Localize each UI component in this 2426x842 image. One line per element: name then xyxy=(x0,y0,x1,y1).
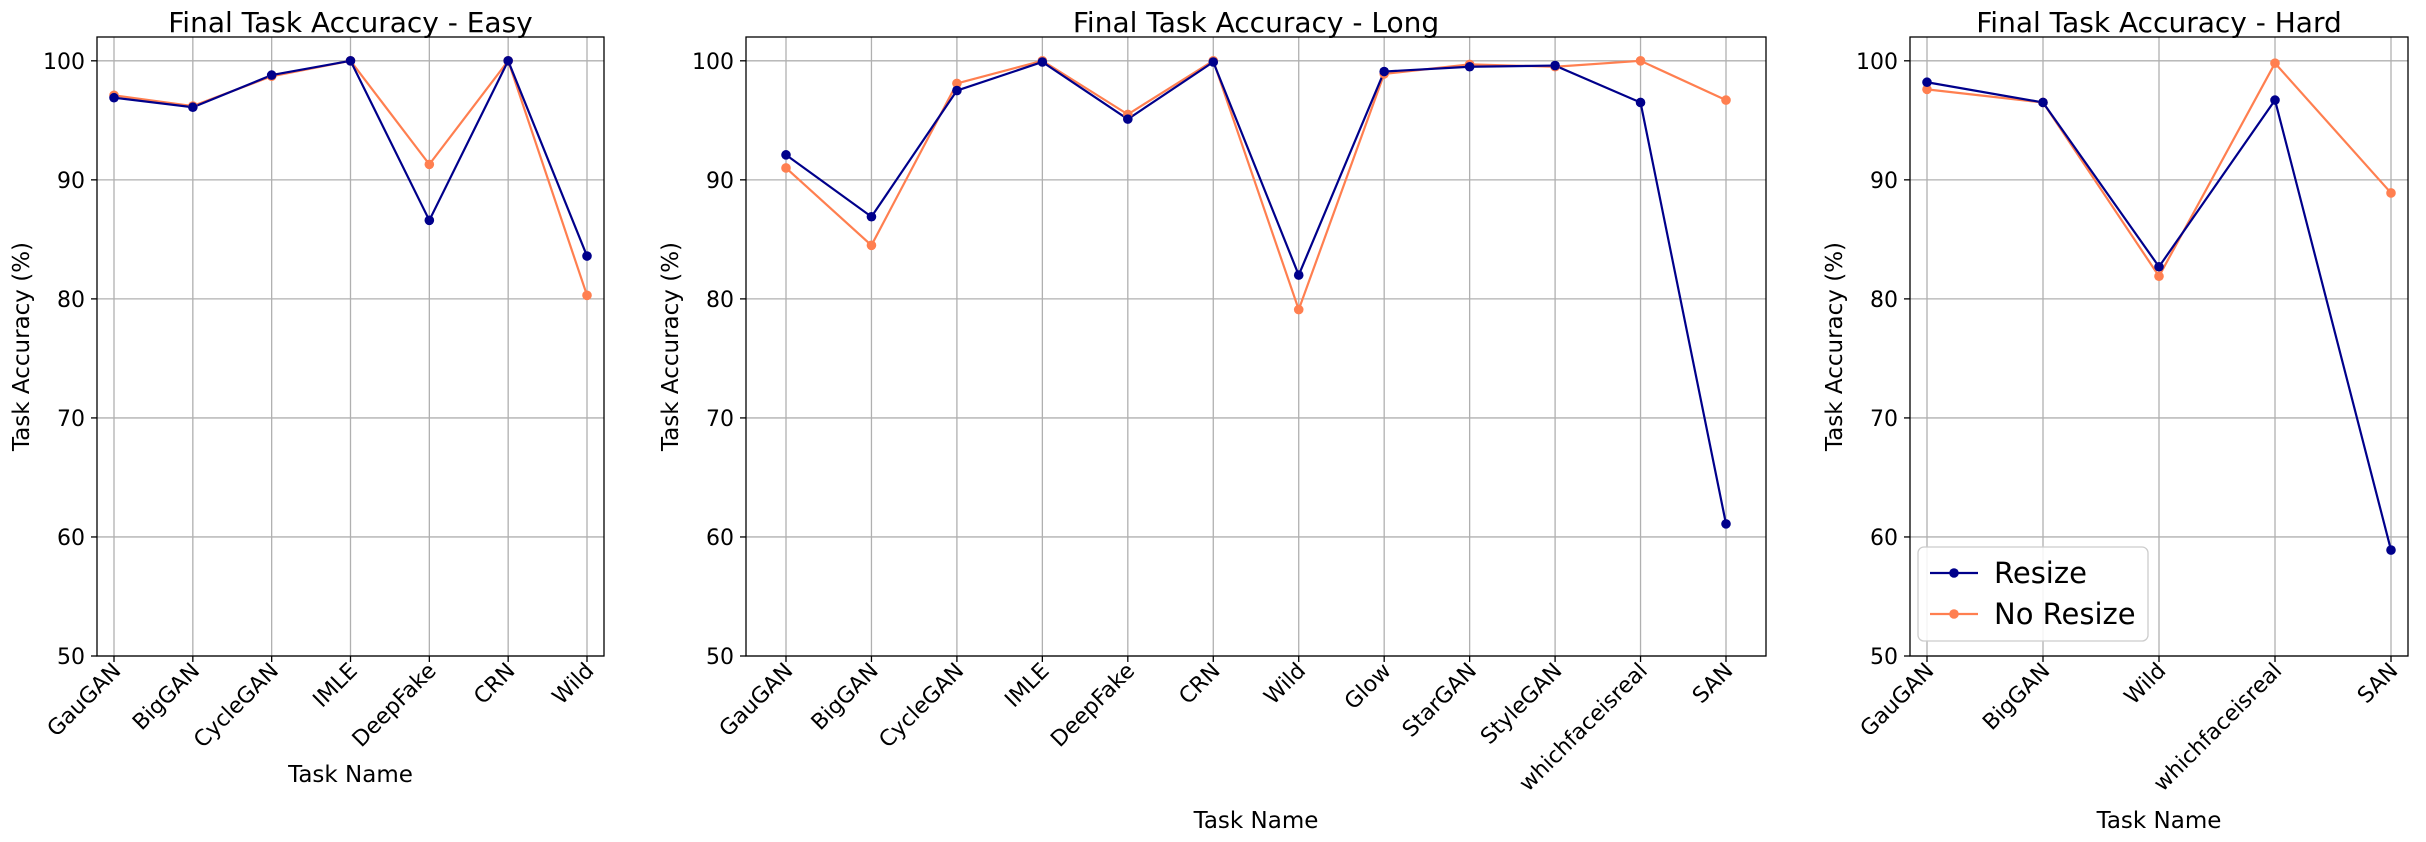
y-tick-label: 70 xyxy=(706,407,734,432)
y-tick-label: 70 xyxy=(1870,407,1898,432)
x-tick-label: IMLE xyxy=(309,659,363,713)
x-tick-label: DeepFake xyxy=(1046,659,1140,753)
x-tick-label: StarGAN xyxy=(1398,659,1482,743)
x-tick-label: Wild xyxy=(1260,659,1311,710)
x-tick-label: SAN xyxy=(1688,659,1738,709)
y-tick-label: 70 xyxy=(57,407,85,432)
legend-box xyxy=(1917,546,2149,642)
data-point-resize xyxy=(952,85,962,96)
data-point-resize xyxy=(2154,261,2164,272)
x-tick-label: Wild xyxy=(548,659,599,710)
chart-title: Final Task Accuracy - Long xyxy=(1073,6,1439,39)
y-tick-label: 60 xyxy=(706,526,734,551)
x-tick-label: CRN xyxy=(1175,659,1226,710)
data-point-resize xyxy=(188,102,198,113)
data-point-resize xyxy=(424,215,435,226)
x-tick-label: BigGAN xyxy=(128,659,205,736)
data-point-resize xyxy=(582,251,592,261)
x-tick-label: GauGAN xyxy=(715,659,798,742)
data-point-resize xyxy=(2386,545,2396,555)
data-point-resize xyxy=(1208,57,1219,67)
data-point-resize xyxy=(1379,66,1389,77)
data-point-resize xyxy=(1293,270,1304,280)
chart-title: Final Task Accuracy - Hard xyxy=(1976,6,2342,39)
y-tick-label: 100 xyxy=(1856,50,1898,75)
data-point-no-resize xyxy=(2386,188,2396,198)
x-axis-label: Task Name xyxy=(2096,808,2222,834)
data-point-resize xyxy=(503,56,513,66)
data-point-no-resize xyxy=(1922,84,1932,95)
x-tick-label: DeepFake xyxy=(348,659,442,753)
x-tick-label: BigGAN xyxy=(1978,659,2055,736)
y-tick-label: 50 xyxy=(57,645,85,670)
x-tick-label: Glow xyxy=(1340,659,1396,715)
y-tick-label: 60 xyxy=(1870,526,1898,551)
y-tick-label: 60 xyxy=(57,526,85,551)
y-tick-label: 90 xyxy=(1870,169,1898,194)
data-point-no-resize xyxy=(1635,56,1646,66)
y-tick-label: 80 xyxy=(706,288,734,313)
legend-label: No Resize xyxy=(1994,597,2136,631)
chart-title: Final Task Accuracy - Easy xyxy=(168,6,533,39)
y-tick-label: 50 xyxy=(706,645,734,670)
data-point-no-resize xyxy=(952,78,962,89)
y-tick-label: 80 xyxy=(57,288,85,313)
data-point-no-resize xyxy=(866,240,877,251)
y-axis-label: Task Accuracy (%) xyxy=(1822,242,1848,452)
data-point-resize xyxy=(345,56,356,66)
y-tick-label: 90 xyxy=(57,169,85,194)
x-tick-label: GauGAN xyxy=(43,659,126,742)
x-tick-label: GauGAN xyxy=(1856,659,1939,742)
x-axis-label: Task Name xyxy=(1193,808,1319,834)
data-point-no-resize xyxy=(582,290,592,301)
legend-label: Resize xyxy=(1994,556,2087,590)
x-tick-label: BigGAN xyxy=(807,659,884,736)
data-point-resize xyxy=(1635,97,1646,108)
x-tick-label: whichfaceisreal xyxy=(2149,659,2287,797)
x-tick-label: CycleGAN xyxy=(875,659,970,754)
data-point-no-resize xyxy=(1721,95,1731,105)
series-line-no-resize xyxy=(785,59,1727,313)
data-point-resize xyxy=(109,92,119,103)
y-axis-label: Task Accuracy (%) xyxy=(658,242,684,452)
x-tick-label: CycleGAN xyxy=(189,659,284,754)
chart-panel-3: 50 60 70 80 90 100 GauGAN BigGAN Wildwhichfaceis… xyxy=(1822,6,2409,834)
data-point-no-resize xyxy=(2270,58,2280,68)
x-tick-label: StyleGAN xyxy=(1476,659,1567,750)
data-point-resize xyxy=(2270,95,2280,105)
data-point-resize xyxy=(2038,97,2048,108)
plot-frame xyxy=(745,36,1767,657)
data-point-resize xyxy=(1123,114,1133,124)
x-tick-label: SAN xyxy=(2353,659,2403,709)
x-axis-label: Task Name xyxy=(287,762,413,788)
x-tick-label: Wild xyxy=(2120,659,2171,710)
legend: Resize No Resize xyxy=(1917,546,2149,642)
y-tick-label: 50 xyxy=(1870,645,1898,670)
data-point-resize xyxy=(266,70,277,80)
data-point-no-resize xyxy=(424,159,435,170)
data-point-resize xyxy=(1037,57,1048,67)
data-point-resize xyxy=(1922,77,1932,88)
x-tick-label: IMLE xyxy=(1000,659,1054,713)
data-point-resize xyxy=(1550,60,1560,71)
legend-marker xyxy=(1949,568,1959,578)
series-line-resize xyxy=(785,60,1728,525)
data-point-no-resize xyxy=(1293,304,1304,315)
data-point-no-resize xyxy=(781,163,791,173)
y-axis-label: Task Accuracy (%) xyxy=(9,242,35,452)
data-point-resize xyxy=(866,211,877,222)
x-tick-label: CRN xyxy=(469,659,520,710)
data-point-resize xyxy=(1721,519,1731,529)
y-tick-label: 100 xyxy=(692,50,734,75)
y-tick-label: 80 xyxy=(1870,288,1898,313)
data-point-resize xyxy=(781,150,791,160)
legend-marker xyxy=(1949,609,1959,619)
y-tick-label: 90 xyxy=(706,169,734,194)
data-point-resize xyxy=(1464,61,1475,72)
y-tick-label: 100 xyxy=(43,50,85,75)
data-point-no-resize xyxy=(2154,271,2164,282)
